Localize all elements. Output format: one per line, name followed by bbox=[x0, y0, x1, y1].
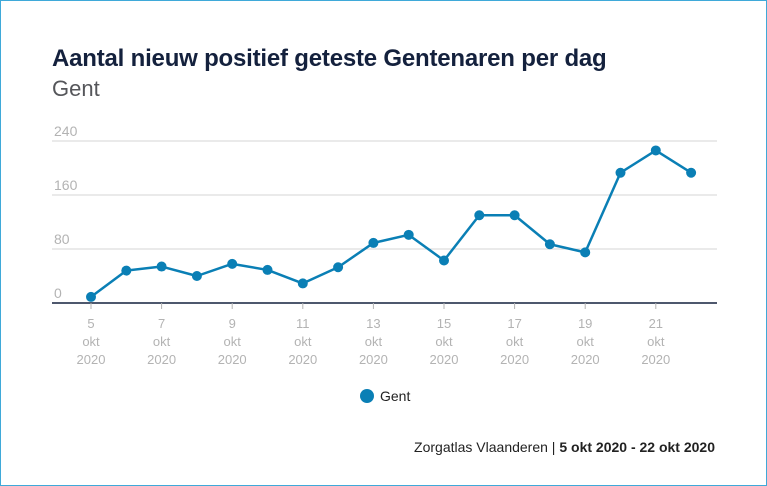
data-point[interactable] bbox=[156, 261, 167, 272]
y-axis-labels: 0 80 160 240 bbox=[54, 123, 78, 301]
series-line bbox=[90, 149, 692, 298]
x-tick-label: 5 okt 2020 bbox=[77, 316, 106, 367]
data-point[interactable] bbox=[580, 247, 591, 258]
data-point[interactable] bbox=[227, 258, 238, 269]
data-point[interactable] bbox=[262, 264, 273, 275]
x-tick-label: 21 okt 2020 bbox=[641, 316, 670, 367]
data-point[interactable] bbox=[297, 278, 308, 289]
y-tick-label: 80 bbox=[54, 231, 70, 247]
data-point[interactable] bbox=[615, 167, 626, 178]
grid-lines bbox=[52, 140, 717, 304]
data-point[interactable] bbox=[403, 229, 414, 240]
legend[interactable]: Gent bbox=[360, 388, 410, 404]
x-tick-label: 19 okt 2020 bbox=[571, 316, 600, 367]
data-point[interactable] bbox=[474, 210, 485, 221]
source-name: Zorgatlas Vlaanderen bbox=[414, 439, 548, 455]
y-tick-label: 160 bbox=[54, 177, 78, 193]
x-tick-label: 15 okt 2020 bbox=[430, 316, 459, 367]
series-line-gent bbox=[90, 149, 692, 298]
source-period: 5 okt 2020 - 22 okt 2020 bbox=[559, 439, 715, 455]
data-point[interactable] bbox=[544, 239, 555, 250]
data-point[interactable] bbox=[686, 167, 697, 178]
data-point[interactable] bbox=[121, 265, 132, 276]
x-tick-label: 13 okt 2020 bbox=[359, 316, 388, 367]
data-point[interactable] bbox=[333, 262, 344, 273]
data-point[interactable] bbox=[191, 271, 202, 281]
source-separator: | bbox=[547, 439, 560, 455]
y-tick-label: 240 bbox=[54, 123, 78, 139]
x-tick-label: 11 okt 2020 bbox=[288, 316, 317, 367]
y-tick-label: 0 bbox=[54, 285, 62, 301]
data-point[interactable] bbox=[650, 145, 661, 156]
x-tick-label: 17 okt 2020 bbox=[500, 316, 529, 367]
data-point[interactable] bbox=[368, 237, 379, 248]
source-credit: Zorgatlas Vlaanderen | 5 okt 2020 - 22 o… bbox=[414, 439, 715, 455]
data-point[interactable] bbox=[439, 255, 449, 266]
x-tick-label: 9 okt 2020 bbox=[218, 316, 247, 367]
data-point[interactable] bbox=[86, 291, 96, 302]
x-axis-labels: 5 okt 2020 7 okt 2020 9 okt 2020 11 okt 2020 13 okt 20… bbox=[77, 303, 670, 367]
legend-marker-icon bbox=[360, 389, 374, 403]
legend-label: Gent bbox=[380, 388, 411, 404]
x-tick-label: 7 okt 2020 bbox=[147, 316, 176, 367]
data-point[interactable] bbox=[509, 210, 520, 221]
chart-title: Aantal nieuw positief geteste Gentenaren… bbox=[52, 45, 607, 72]
chart-subtitle: Gent bbox=[52, 76, 100, 101]
series-points bbox=[86, 145, 697, 302]
